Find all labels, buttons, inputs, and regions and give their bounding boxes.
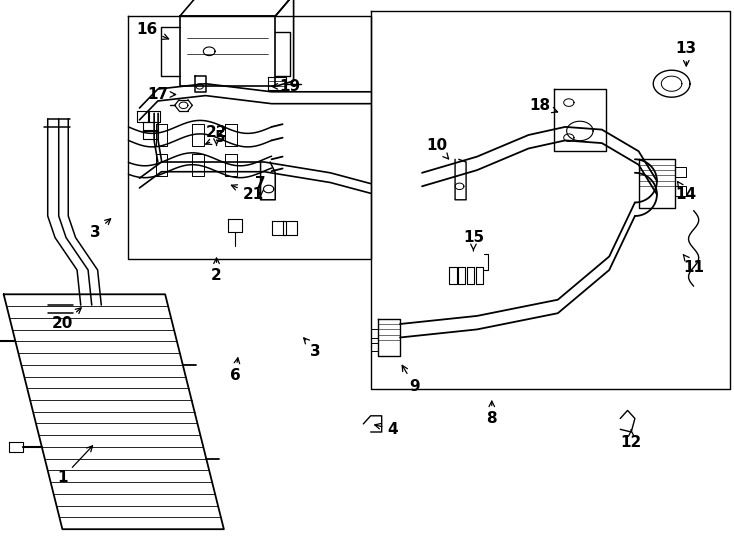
Text: 6: 6: [230, 358, 240, 383]
Text: 17: 17: [148, 87, 175, 102]
Text: 1: 1: [57, 446, 92, 485]
Text: 21: 21: [231, 185, 264, 202]
Text: 14: 14: [676, 181, 697, 202]
Text: 8: 8: [487, 401, 497, 426]
Text: 4: 4: [375, 422, 398, 437]
Text: 19: 19: [272, 79, 300, 94]
Text: 16: 16: [137, 22, 169, 39]
Text: 22: 22: [206, 125, 228, 145]
Text: 12: 12: [621, 430, 642, 450]
Text: 18: 18: [529, 98, 558, 113]
Polygon shape: [180, 16, 275, 86]
Text: 20: 20: [51, 308, 81, 332]
Text: 13: 13: [676, 41, 697, 66]
Text: 10: 10: [426, 138, 448, 159]
Text: 9: 9: [402, 366, 420, 394]
Text: 11: 11: [683, 254, 704, 275]
Text: 2: 2: [211, 258, 222, 283]
Text: 5: 5: [206, 130, 225, 145]
Text: 3: 3: [90, 219, 111, 240]
Text: 3: 3: [304, 338, 321, 359]
Text: 7: 7: [255, 176, 266, 197]
Text: 15: 15: [463, 230, 484, 251]
